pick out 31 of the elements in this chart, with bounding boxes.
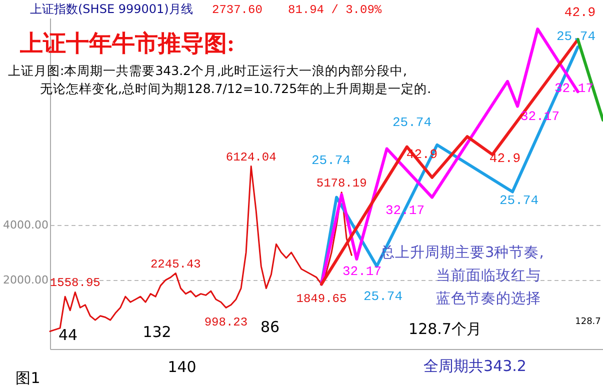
annotation: 128.7 [575, 317, 601, 327]
annotation: 44 [58, 326, 78, 344]
annotation: 128.7个月 [408, 320, 482, 338]
annotation: 42.9 [564, 5, 596, 20]
annotation: 25.74 [363, 289, 403, 304]
text: 2737.60 [212, 3, 262, 17]
data-label: 5178.19 [316, 176, 367, 190]
text: 140 [168, 358, 196, 376]
annotation: 86 [260, 318, 280, 336]
annotation: 当前面临玫红与 [436, 267, 541, 284]
data-label: 2245.43 [150, 257, 201, 272]
data-label: 998.23 [204, 316, 248, 330]
data-label: 1558.95 [50, 276, 100, 290]
annotation: 32.17 [342, 264, 382, 279]
data-label: 1849.65 [296, 292, 347, 306]
annotation: 25.74 [311, 153, 351, 168]
data-label: 6124.04 [226, 150, 276, 164]
text: 81.94 / 3.09% [288, 3, 382, 17]
annotation: 25.74 [556, 29, 596, 44]
y-tick-label: 4000.00 [3, 218, 48, 232]
annotation: 25.74 [392, 115, 432, 130]
text: 上证月图:本周期一共需要343.2个月,此时正运行大一浪的内部分段中, 无论怎样变化,总时间为期128.7/12=10.725年的上升周期是一定的. [8, 63, 432, 96]
y-tick-label: 2000.00 [3, 274, 48, 287]
annotation: 42.9 [489, 151, 521, 166]
text: 上证十年牛市推导图: [19, 30, 235, 56]
annotation: 25.74 [499, 193, 539, 208]
annotation: 蓝色节奏的选择 [436, 290, 541, 307]
annotation: 132 [142, 323, 172, 341]
caption: 图1 [16, 369, 40, 387]
text: 上证指数(SHSE 999001)月线 [30, 2, 193, 16]
text: 全周期共343.2 [424, 357, 526, 375]
